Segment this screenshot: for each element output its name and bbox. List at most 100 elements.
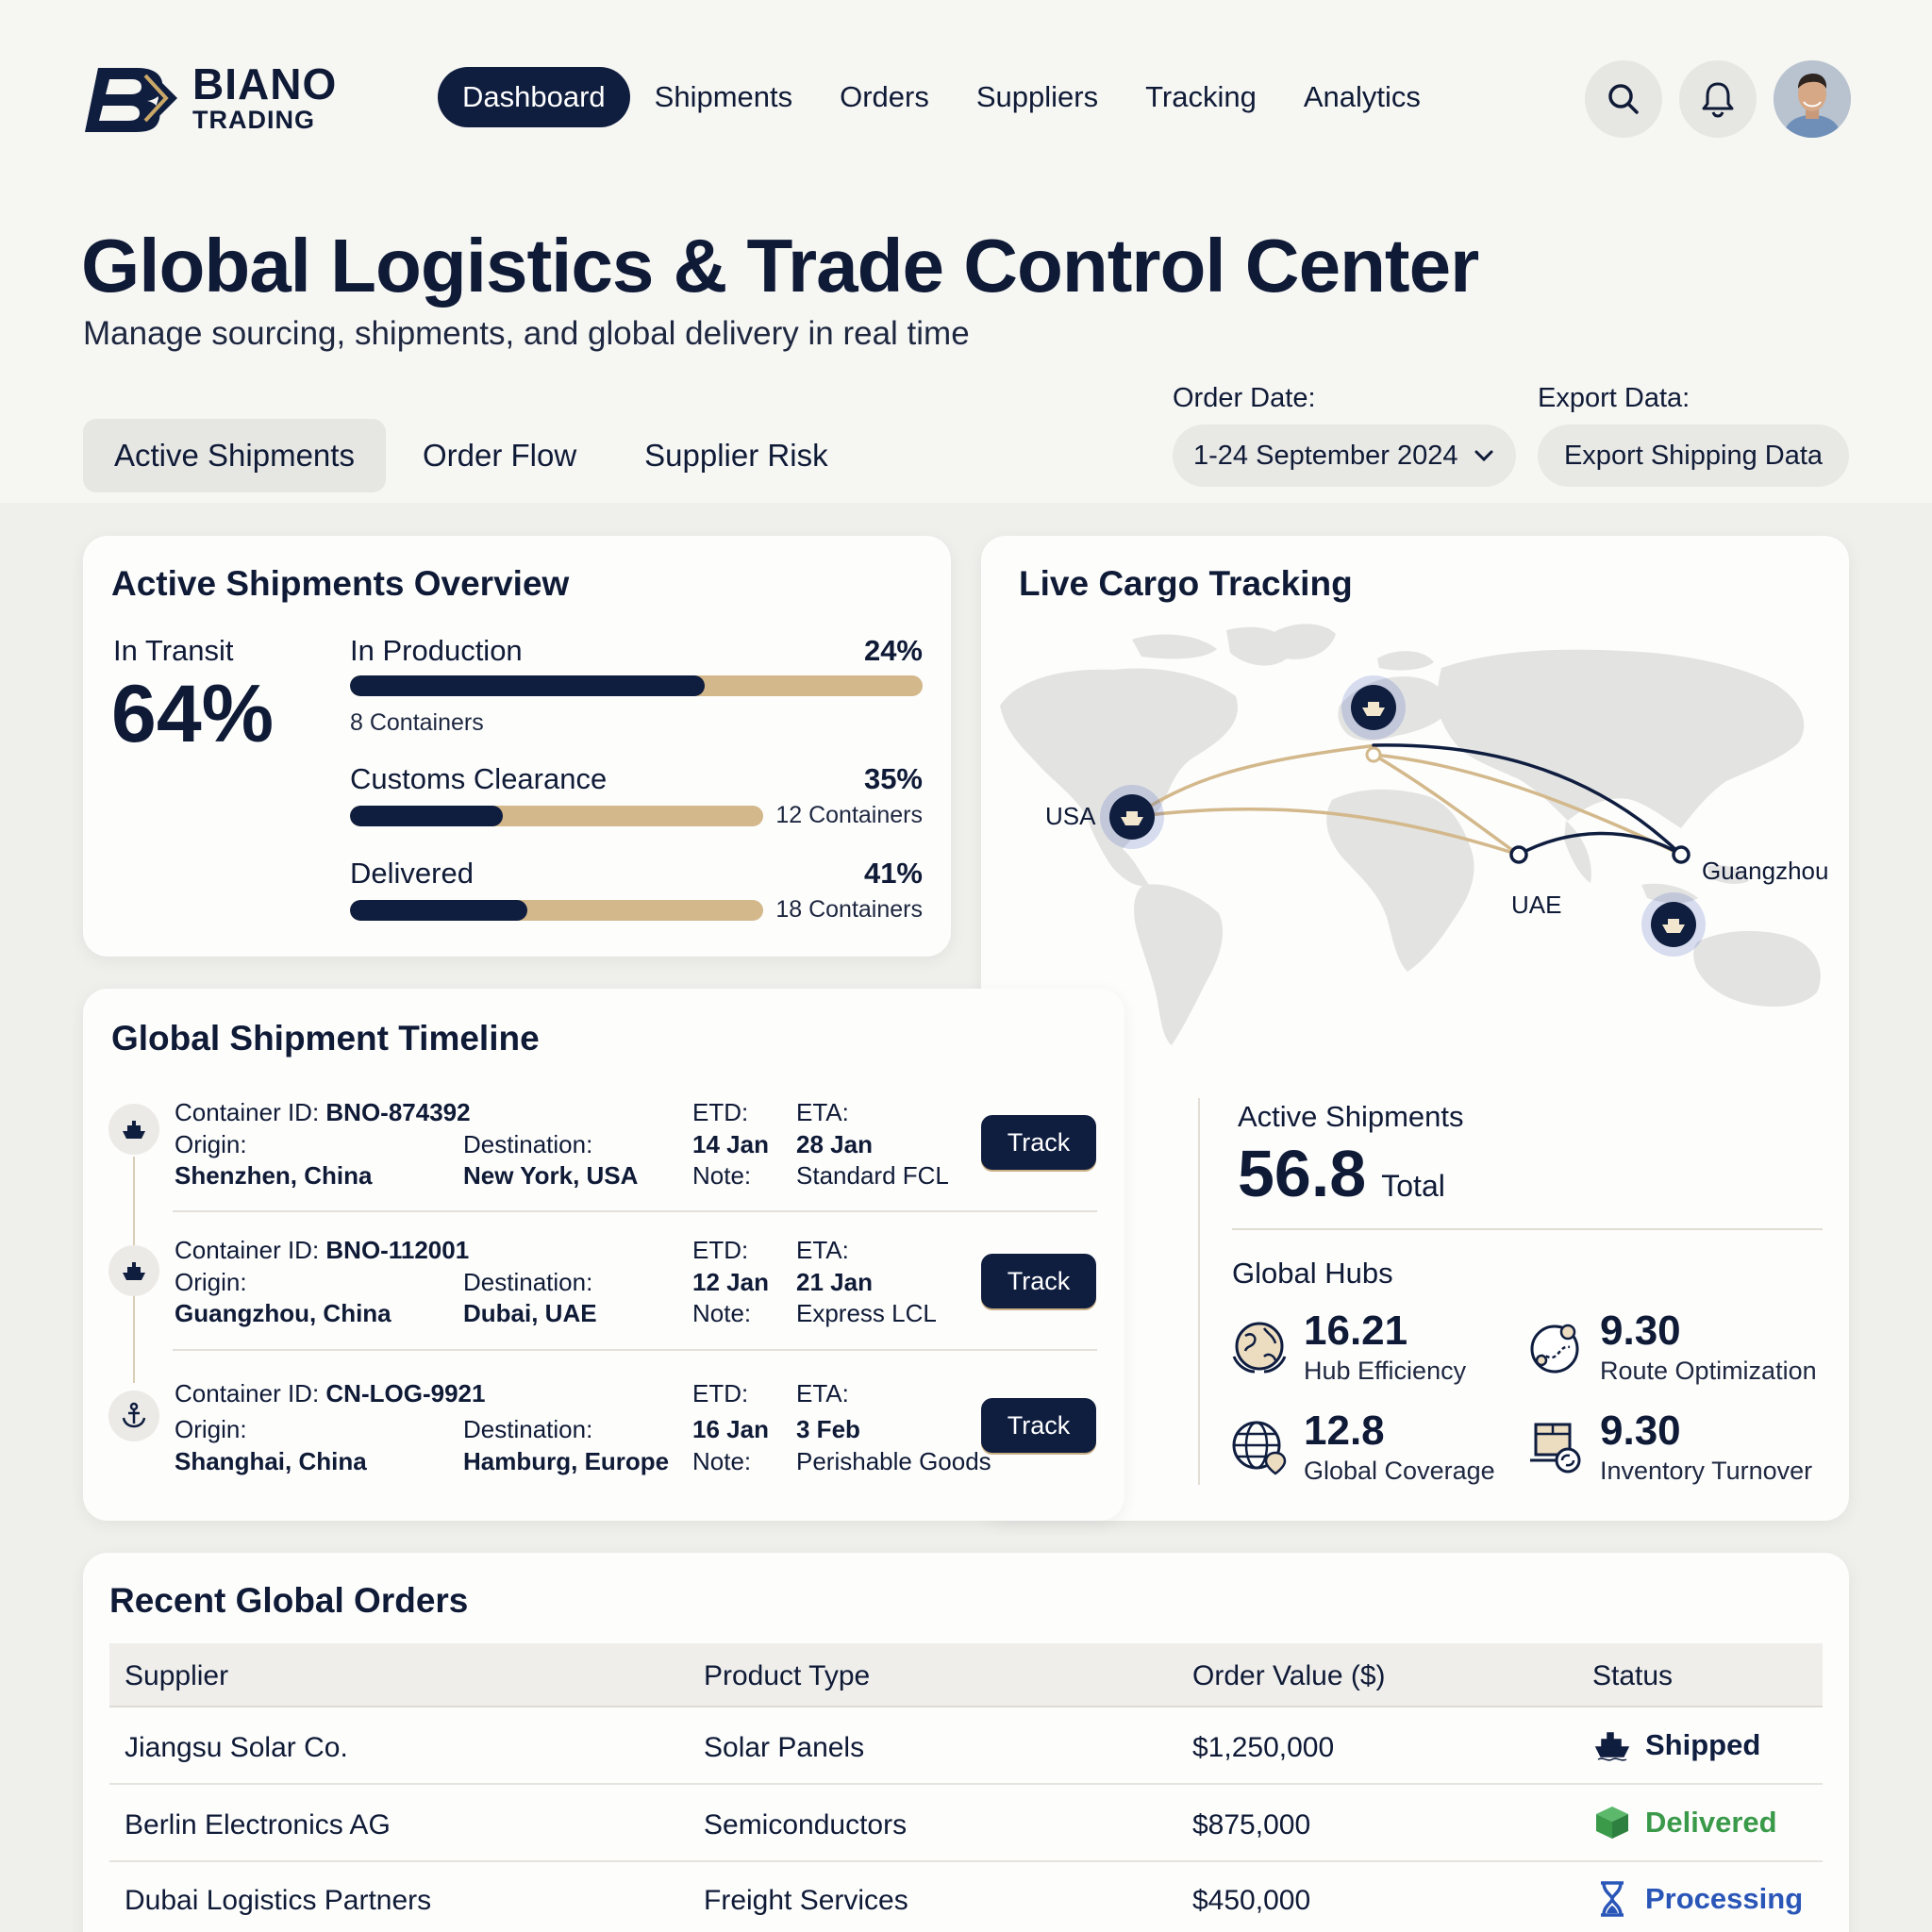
recent-orders-card: Recent Global Orders Supplier Product Ty… — [83, 1553, 1849, 1932]
customs-clearance-containers: 12 Containers — [775, 802, 923, 828]
eta-label: ETA: — [796, 1236, 849, 1264]
eta-value: 21 Jan — [796, 1268, 873, 1296]
nav-analytics[interactable]: Analytics — [1303, 80, 1421, 113]
container-id: Container ID: CN-LOG-9921 — [175, 1379, 486, 1407]
product-cell: Semiconductors — [704, 1809, 908, 1840]
track-button[interactable]: Track — [981, 1398, 1096, 1453]
etd-label: ETD: — [692, 1379, 749, 1407]
world-map[interactable] — [981, 602, 1849, 1074]
tab-order-flow[interactable]: Order Flow — [422, 438, 577, 473]
package-cycle-icon — [1530, 1423, 1581, 1474]
track-button[interactable]: Track — [981, 1254, 1096, 1308]
customs-clearance-label: Customs Clearance — [350, 762, 608, 795]
delivered-pct: 41% — [863, 857, 923, 890]
brand-name: BIANO — [192, 59, 338, 108]
shipment-timeline-card — [83, 989, 1124, 1521]
origin-value: Shanghai, China — [175, 1447, 367, 1475]
export-shipping-data-button[interactable]: Export Shipping Data — [1538, 425, 1849, 487]
timeline-divider — [173, 1210, 1097, 1212]
hourglass-icon — [1601, 1881, 1624, 1917]
route-optimization-label: Route Optimization — [1600, 1357, 1817, 1385]
product-cell: Solar Panels — [704, 1732, 865, 1763]
status-text: Delivered — [1645, 1806, 1777, 1839]
brand-logo[interactable]: BIANO TRADING — [81, 62, 337, 134]
map-label-guangzhou: Guangzhou — [1702, 857, 1829, 885]
etd-value: 14 Jan — [692, 1130, 769, 1158]
note-label: Note: — [692, 1447, 752, 1475]
map-label-usa: USA — [1045, 802, 1096, 830]
column-header-product-type[interactable]: Product Type — [704, 1660, 871, 1691]
column-header-status[interactable]: Status — [1592, 1660, 1674, 1691]
note-value: Perishable Goods — [796, 1447, 991, 1475]
in-production-bar-fill — [350, 675, 706, 696]
search-button[interactable] — [1585, 60, 1662, 138]
etd-label: ETD: — [692, 1236, 749, 1264]
column-header-order-value[interactable]: Order Value ($) — [1192, 1660, 1386, 1691]
nav-orders[interactable]: Orders — [840, 80, 929, 113]
tab-supplier-risk[interactable]: Supplier Risk — [644, 438, 828, 473]
orders-title: Recent Global Orders — [109, 1581, 469, 1620]
box-icon — [1596, 1807, 1628, 1839]
destination-label: Destination: — [463, 1415, 593, 1443]
supplier-cell: Dubai Logistics Partners — [125, 1885, 432, 1916]
container-id: Container ID: BNO-874392 — [175, 1098, 471, 1126]
nav-dashboard[interactable]: Dashboard — [438, 67, 630, 127]
column-header-supplier[interactable]: Supplier — [125, 1660, 229, 1691]
etd-value: 12 Jan — [692, 1268, 769, 1296]
origin-label: Origin: — [175, 1415, 247, 1443]
in-production-pct: 24% — [863, 634, 923, 667]
chevron-down-icon — [1474, 450, 1493, 462]
timeline-ship-icon — [108, 1245, 159, 1296]
destination-label: Destination: — [463, 1268, 593, 1296]
supplier-cell: Berlin Electronics AG — [125, 1809, 391, 1840]
header-actions — [1585, 60, 1851, 138]
brand-tagline: TRADING — [192, 106, 315, 134]
eta-label: ETA: — [796, 1379, 849, 1407]
overview-title: Active Shipments Overview — [111, 564, 570, 603]
anchor-icon — [122, 1402, 146, 1428]
etd-value: 16 Jan — [692, 1415, 769, 1443]
value-cell: $1,250,000 — [1192, 1732, 1335, 1763]
timeline-title: Global Shipment Timeline — [111, 1019, 540, 1058]
nav-tracking[interactable]: Tracking — [1145, 80, 1257, 113]
ship-icon — [123, 1121, 145, 1139]
status-text: Shipped — [1645, 1728, 1761, 1761]
logo-mark-icon — [85, 68, 177, 132]
tab-active-shipments[interactable]: Active Shipments — [83, 419, 386, 492]
note-value: Express LCL — [796, 1299, 937, 1327]
origin-label: Origin: — [175, 1268, 247, 1296]
active-shipments-value: 56.8 — [1238, 1137, 1367, 1210]
customs-clearance-bar-fill — [350, 806, 504, 826]
eta-label: ETA: — [796, 1098, 849, 1126]
track-button[interactable]: Track — [981, 1115, 1096, 1170]
note-label: Note: — [692, 1299, 752, 1327]
order-date-value: 1-24 September 2024 — [1193, 441, 1458, 471]
map-label-uae: UAE — [1511, 891, 1562, 919]
origin-value: Guangzhou, China — [175, 1299, 391, 1327]
page-subtitle: Manage sourcing, shipments, and global d… — [83, 315, 970, 352]
active-shipments-unit: Total — [1381, 1169, 1445, 1203]
customs-clearance-pct: 35% — [863, 762, 923, 795]
ship-icon — [123, 1262, 145, 1280]
avatar[interactable] — [1774, 60, 1851, 138]
etd-label: ETD: — [692, 1098, 749, 1126]
inventory-turnover-label: Inventory Turnover — [1600, 1457, 1813, 1485]
delivered-containers: 18 Containers — [775, 896, 923, 923]
timeline-divider — [173, 1349, 1097, 1351]
nav-shipments[interactable]: Shipments — [654, 80, 793, 113]
view-tabs: Active Shipments Order Flow Supplier Ris… — [83, 419, 865, 492]
delivered-bar — [350, 900, 763, 921]
nav-suppliers[interactable]: Suppliers — [975, 80, 1099, 113]
ship-icon — [1594, 1732, 1630, 1761]
value-cell: $875,000 — [1192, 1809, 1311, 1840]
status-text: Processing — [1645, 1882, 1804, 1915]
user-avatar-icon — [1774, 60, 1851, 138]
notifications-button[interactable] — [1679, 60, 1757, 138]
land-masses — [1000, 624, 1821, 1045]
status-badge: Processing — [1592, 1879, 1803, 1919]
eta-value: 3 Feb — [796, 1415, 860, 1443]
note-value: Standard FCL — [796, 1161, 949, 1190]
order-date-select[interactable]: 1-24 September 2024 — [1173, 425, 1516, 487]
active-shipments-label: Active Shipments — [1238, 1100, 1464, 1133]
destination-value: New York, USA — [463, 1161, 639, 1190]
